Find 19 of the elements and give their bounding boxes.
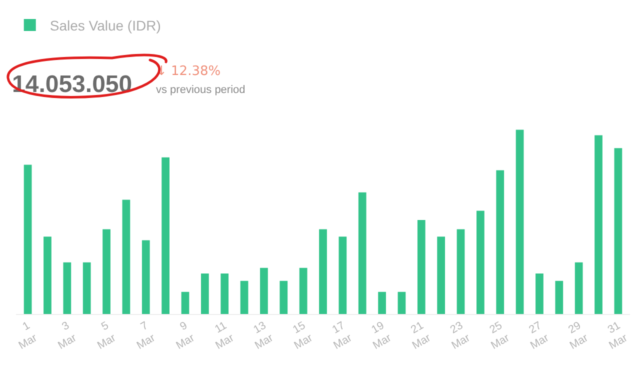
- x-tick-label: 9 Mar: [174, 320, 197, 352]
- x-tick-label: 29 Mar: [566, 320, 591, 352]
- text: 14.053.050: [12, 71, 132, 98]
- x-tick-label: 19 Mar: [370, 320, 394, 352]
- x-tick-label: 3 Mar: [56, 320, 79, 352]
- x-tick-label: 31 Mar: [606, 320, 630, 352]
- legend-label: Sales Value (IDR): [50, 17, 161, 34]
- x-tick-label: 5 Mar: [96, 320, 118, 352]
- x-tick-label: 1 Mar: [16, 320, 40, 352]
- x-tick-label: 7 Mar: [134, 320, 158, 352]
- x-tick-label: 13 Mar: [252, 320, 276, 352]
- text: vs previous period: [156, 84, 246, 96]
- x-tick-label: 25 Mar: [488, 320, 512, 352]
- x-tick-label: 15 Mar: [290, 320, 316, 352]
- x-tick-label: 11 Mar: [212, 320, 236, 352]
- x-tick-label: 21 Mar: [409, 320, 434, 352]
- x-tick-label: 23 Mar: [448, 320, 472, 352]
- x-tick-label: 17 Mar: [330, 320, 354, 352]
- x-tick-label: 27 Mar: [527, 320, 552, 352]
